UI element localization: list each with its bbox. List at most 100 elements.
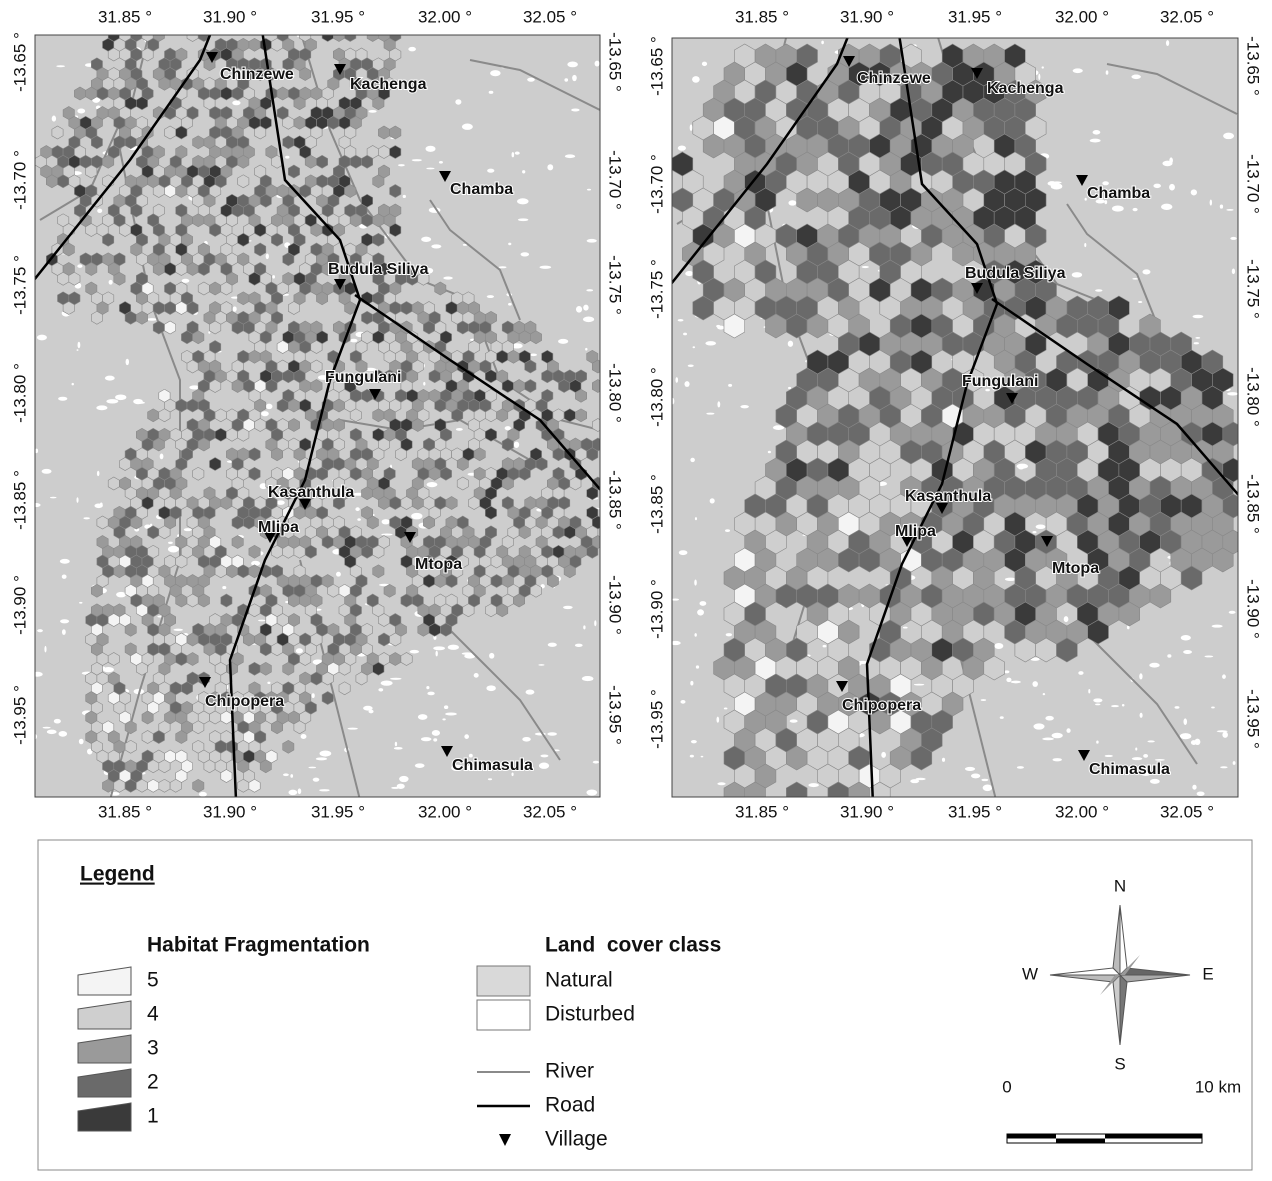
disturbed-patch (1162, 161, 1172, 167)
disturbed-patch (572, 75, 577, 81)
y-tick-label: -13.70 ° (647, 154, 666, 214)
disturbed-patch (60, 619, 69, 623)
disturbed-patch (1106, 70, 1109, 74)
disturbed-patch (1033, 723, 1044, 729)
disturbed-patch (586, 289, 593, 291)
disturbed-patch (671, 598, 679, 600)
disturbed-patch (106, 399, 118, 403)
disturbed-patch (1167, 654, 1171, 657)
disturbed-patch (530, 353, 537, 356)
disturbed-patch (1112, 206, 1124, 212)
disturbed-patch (717, 782, 725, 785)
disturbed-patch (1223, 133, 1234, 140)
disturbed-patch (724, 708, 728, 710)
disturbed-patch (52, 116, 56, 122)
disturbed-patch (258, 620, 265, 622)
disturbed-patch (527, 78, 535, 82)
y-tick-label: -13.65 ° (647, 36, 666, 96)
disturbed-patch (1064, 616, 1069, 622)
disturbed-patch (702, 62, 707, 66)
village-label: Mtopa (1052, 560, 1099, 577)
disturbed-patch (62, 575, 67, 579)
disturbed-patch (448, 645, 459, 650)
disturbed-patch (691, 740, 697, 743)
disturbed-patch (505, 426, 511, 430)
disturbed-patch (150, 524, 152, 526)
fragmentation-title: Habitat Fragmentation (147, 934, 370, 957)
disturbed-patch (981, 699, 986, 701)
disturbed-patch (397, 784, 405, 789)
disturbed-patch (1051, 183, 1063, 189)
disturbed-patch (62, 629, 66, 635)
y-tick-label: -13.90 ° (1244, 579, 1263, 639)
x-tick-label: 32.00 ° (1055, 7, 1109, 26)
disturbed-patch (290, 774, 293, 778)
disturbed-patch (487, 169, 494, 173)
disturbed-patch (42, 469, 52, 474)
compass-w: W (1022, 964, 1038, 983)
disturbed-patch (1143, 754, 1148, 758)
village-label: Mlipa (258, 519, 299, 536)
disturbed-patch (1192, 315, 1203, 319)
disturbed-patch (564, 78, 568, 81)
disturbed-patch (710, 498, 715, 503)
disturbed-patch (410, 650, 419, 654)
disturbed-patch (316, 757, 327, 760)
x-tick-label: 32.05 ° (1160, 7, 1214, 26)
disturbed-patch (1042, 66, 1044, 68)
disturbed-patch (1181, 635, 1191, 640)
disturbed-patch (788, 200, 796, 205)
disturbed-patch (431, 244, 441, 248)
disturbed-patch (768, 451, 771, 454)
land-cover-class: Natural (545, 969, 613, 992)
land-cover-swatch (477, 966, 530, 996)
disturbed-patch (1180, 733, 1192, 739)
disturbed-patch (1183, 718, 1187, 725)
disturbed-patch (43, 727, 51, 729)
disturbed-patch (517, 198, 529, 204)
disturbed-patch (78, 342, 81, 349)
disturbed-patch (109, 280, 113, 285)
disturbed-patch (971, 774, 980, 779)
disturbed-patch (381, 533, 392, 535)
y-tick-label: -13.80 ° (1244, 367, 1263, 427)
village-label: Chinzewe (220, 66, 294, 83)
disturbed-patch (725, 529, 730, 532)
x-tick-label: 31.85 ° (98, 802, 152, 821)
disturbed-patch (1084, 243, 1086, 247)
disturbed-patch (684, 381, 689, 387)
disturbed-patch (76, 497, 78, 503)
disturbed-patch (694, 580, 697, 586)
legend-box (38, 840, 1252, 1170)
x-tick-label: 32.05 ° (1160, 802, 1214, 821)
disturbed-patch (355, 507, 359, 511)
y-tick-label: -13.65 ° (10, 32, 29, 92)
disturbed-patch (522, 170, 525, 173)
disturbed-patch (56, 65, 65, 67)
y-tick-label: -13.70 ° (1244, 154, 1263, 214)
fragmentation-class: 4 (147, 1003, 159, 1026)
disturbed-patch (77, 108, 85, 113)
disturbed-patch (32, 672, 43, 677)
disturbed-patch (313, 778, 320, 782)
disturbed-patch (381, 681, 393, 686)
disturbed-patch (427, 482, 438, 487)
village-label: Chimasula (1089, 761, 1170, 778)
x-tick-label: 31.90 ° (203, 7, 257, 26)
disturbed-patch (116, 592, 126, 598)
disturbed-patch (394, 747, 403, 750)
y-tick-label: -13.70 ° (10, 150, 29, 210)
disturbed-patch (1140, 713, 1143, 718)
fragmentation-class: 5 (147, 969, 159, 992)
disturbed-patch (526, 690, 535, 695)
disturbed-patch (690, 755, 694, 758)
disturbed-patch (499, 266, 507, 268)
disturbed-patch (442, 718, 445, 720)
disturbed-patch (433, 646, 445, 650)
disturbed-patch (539, 763, 549, 769)
disturbed-patch (489, 91, 494, 94)
disturbed-patch (382, 519, 390, 524)
disturbed-patch (508, 303, 512, 306)
disturbed-patch (77, 264, 82, 268)
disturbed-patch (1095, 703, 1100, 705)
